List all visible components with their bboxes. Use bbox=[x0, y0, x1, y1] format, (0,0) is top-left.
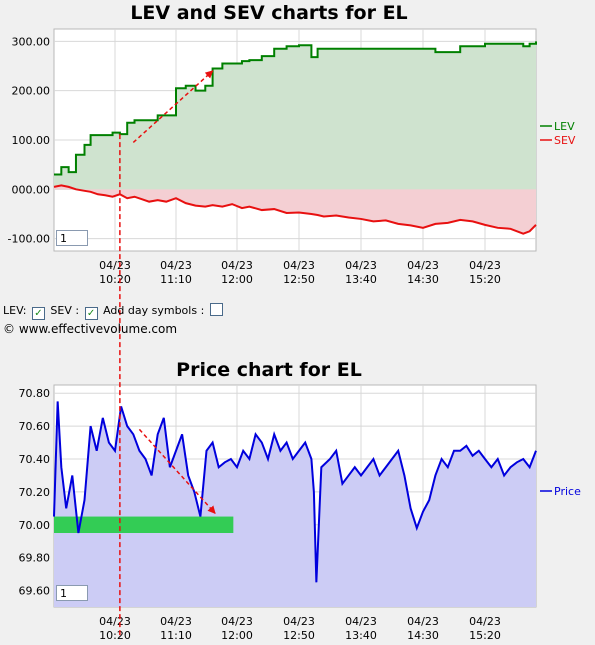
top-y-tick: -100.00 bbox=[8, 233, 50, 246]
sev-line bbox=[53, 184, 537, 235]
bottom-x-tick-date: 04/23 bbox=[160, 615, 192, 628]
bottom-y-tick: 70.60 bbox=[19, 420, 51, 433]
price-area bbox=[54, 401, 536, 607]
top-y-tick: 200.00 bbox=[12, 85, 51, 98]
support-band bbox=[54, 516, 234, 533]
price-line bbox=[53, 401, 537, 583]
top-x-tick-date: 04/23 bbox=[469, 259, 501, 272]
top-fills bbox=[54, 41, 536, 234]
lev-checkbox[interactable]: ✓ bbox=[31, 307, 45, 320]
top-series bbox=[53, 41, 537, 235]
bottom-y-tick: 70.80 bbox=[19, 387, 51, 400]
bottom-x-tick-time: 10:20 bbox=[99, 629, 131, 642]
annotation-layer bbox=[119, 70, 216, 637]
bottom-x-tick-time: 14:30 bbox=[407, 629, 439, 642]
bottom-y-axis: 70.80 70.60 70.40 70.20 70.00 69.80 69.6… bbox=[19, 387, 51, 597]
lev-check-mark: ✓ bbox=[34, 308, 43, 319]
top-x-tick-date: 04/23 bbox=[345, 259, 377, 272]
legend-sev-label: SEV bbox=[554, 134, 576, 147]
bottom-x-tick-time: 13:40 bbox=[345, 629, 377, 642]
top-chart-title: LEV and SEV charts for EL bbox=[130, 2, 407, 24]
top-y-tick: 300.00 bbox=[12, 35, 51, 48]
top-x-tick-time: 11:10 bbox=[160, 273, 192, 286]
copyright-text: © www.effectivevolume.com bbox=[3, 322, 178, 336]
bottom-y-tick: 69.60 bbox=[19, 585, 51, 598]
top-x-tick-date: 04/23 bbox=[221, 259, 253, 272]
lev-line bbox=[54, 41, 537, 176]
top-legend: LEV SEV bbox=[540, 120, 576, 147]
top-x-tick-time: 12:50 bbox=[283, 273, 315, 286]
top-y-tick: 100.00 bbox=[12, 134, 51, 147]
top-x-tick-time: 12:00 bbox=[221, 273, 253, 286]
top-x-tick-date: 04/23 bbox=[160, 259, 192, 272]
bottom-legend: Price bbox=[540, 485, 581, 498]
chart-options-bar: LEV: ✓ SEV : ✓ Add day symbols : bbox=[3, 303, 225, 320]
legend-lev-label: LEV bbox=[554, 120, 575, 133]
bottom-x-tick-date: 04/23 bbox=[345, 615, 377, 628]
bottom-x-tick-date: 04/23 bbox=[469, 615, 501, 628]
lev-arrow bbox=[132, 70, 214, 144]
bottom-spinner-value: 1 bbox=[60, 587, 67, 600]
sev-label: SEV : bbox=[50, 304, 80, 317]
bottom-y-tick: 70.20 bbox=[19, 486, 51, 499]
top-y-axis: 300.00 200.00 100.00 000.00 -100.00 bbox=[8, 35, 50, 245]
top-x-tick-time: 15:20 bbox=[469, 273, 501, 286]
bottom-x-tick-time: 11:10 bbox=[160, 629, 192, 642]
lev-area bbox=[54, 41, 536, 190]
bottom-x-tick-date: 04/23 bbox=[283, 615, 315, 628]
sev-checkbox[interactable]: ✓ bbox=[84, 307, 98, 320]
bottom-x-tick-time: 12:00 bbox=[221, 629, 253, 642]
bottom-x-tick-date: 04/23 bbox=[407, 615, 439, 628]
sev-check-mark: ✓ bbox=[86, 308, 96, 319]
top-x-tick-time: 14:30 bbox=[407, 273, 439, 286]
top-spinner-value: 1 bbox=[60, 232, 67, 245]
top-chart-zoom-spinner[interactable]: 1 bbox=[56, 230, 88, 246]
bottom-x-tick-time: 12:50 bbox=[283, 629, 315, 642]
bottom-fills bbox=[54, 401, 536, 607]
top-x-tick-time: 10:20 bbox=[99, 273, 131, 286]
bottom-chart-title: Price chart for EL bbox=[176, 359, 362, 381]
bottom-x-tick-date: 04/23 bbox=[99, 615, 131, 628]
top-y-tick: 000.00 bbox=[12, 183, 51, 196]
top-x-tick-date: 04/23 bbox=[283, 259, 315, 272]
top-x-tick-date: 04/23 bbox=[407, 259, 439, 272]
bottom-y-tick: 70.00 bbox=[19, 519, 51, 532]
price-arrow bbox=[138, 428, 216, 515]
top-x-tick-time: 13:40 bbox=[345, 273, 377, 286]
bottom-x-tick-date: 04/23 bbox=[221, 615, 253, 628]
sev-area bbox=[54, 185, 536, 234]
day-symbols-checkbox[interactable] bbox=[209, 303, 223, 316]
legend-price-label: Price bbox=[554, 485, 581, 498]
day-symbols-label: Add day symbols : bbox=[103, 304, 205, 317]
bottom-x-axis: 04/23 10:20 04/23 11:10 04/23 12:00 04/2… bbox=[99, 615, 501, 642]
bottom-chart-zoom-spinner[interactable]: 1 bbox=[56, 585, 88, 601]
bottom-y-tick: 69.80 bbox=[19, 552, 51, 565]
top-x-axis: 04/23 10:20 04/23 11:10 04/23 12:00 04/2… bbox=[99, 259, 501, 286]
bottom-x-tick-time: 15:20 bbox=[469, 629, 501, 642]
top-x-tick-date: 04/23 bbox=[99, 259, 131, 272]
lev-label: LEV: bbox=[3, 304, 27, 317]
bottom-y-tick: 70.40 bbox=[19, 453, 51, 466]
bottom-series bbox=[53, 401, 537, 583]
